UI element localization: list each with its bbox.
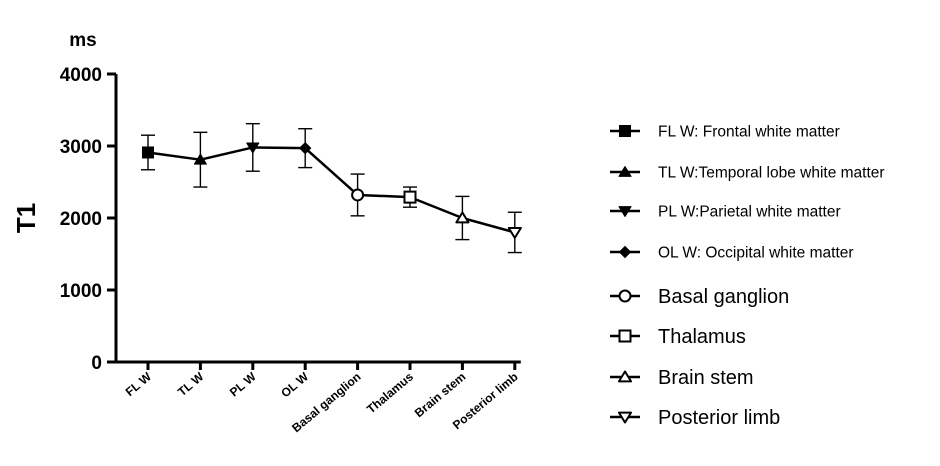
data-point	[246, 142, 260, 154]
x-tick-label: TL W	[175, 369, 207, 399]
series-line	[147, 146, 516, 234]
legend-label: Brain stem	[658, 367, 754, 389]
y-tick-label: 2000	[60, 209, 102, 230]
legend-item: Basal ganglion	[610, 286, 789, 308]
data-point	[298, 141, 312, 155]
y-tick-label: 4000	[60, 65, 102, 86]
legend-item: FL W: Frontal white matter	[610, 124, 840, 141]
legend-label: Posterior limb	[658, 407, 780, 429]
legend-label: Thalamus	[658, 326, 746, 348]
legend-item: Posterior limb	[610, 407, 780, 429]
legend-item: PL W:Parietal white matter	[610, 204, 841, 221]
y-tick-label: 3000	[60, 137, 102, 158]
legend-marker	[619, 125, 631, 137]
legend-label: PL W:Parietal white matter	[658, 204, 841, 221]
x-tick-label: FL W	[123, 369, 155, 399]
legend-label: FL W: Frontal white matter	[658, 124, 840, 141]
y-tick-label: 0	[91, 353, 102, 374]
y-unit-label: ms	[69, 30, 96, 51]
x-tick-label: OL W	[278, 369, 311, 400]
data-point	[507, 227, 522, 239]
x-tick-label: PL W	[227, 369, 259, 399]
data-point	[142, 146, 154, 159]
legend-label: TL W:Temporal lobe white matter	[658, 165, 885, 182]
data-point	[403, 190, 417, 204]
y-tick-label: 1000	[60, 281, 102, 302]
y-axis-title: T1	[11, 203, 41, 233]
legend-marker	[618, 206, 632, 217]
legend-item: TL W:Temporal lobe white matter	[610, 165, 885, 182]
legend-marker	[618, 329, 632, 343]
legend-marker	[617, 411, 633, 424]
x-tick-label: Thalamus	[364, 369, 416, 416]
legend-label: OL W: Occipital white matter	[658, 245, 854, 262]
legend-marker	[617, 370, 633, 383]
data-point	[351, 188, 365, 202]
legend-marker	[618, 166, 632, 177]
data-point	[455, 211, 470, 224]
legend-item: Thalamus	[610, 326, 746, 348]
legend-marker	[618, 289, 632, 303]
legend-label: Basal ganglion	[658, 286, 789, 308]
legend-item: Brain stem	[610, 367, 754, 389]
legend-marker	[618, 245, 632, 259]
data-point	[193, 153, 207, 165]
legend-item: OL W: Occipital white matter	[610, 245, 854, 262]
